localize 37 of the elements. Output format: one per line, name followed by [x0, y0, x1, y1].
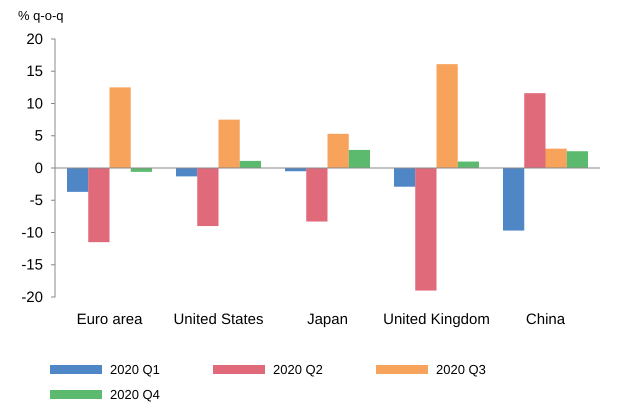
bar [197, 168, 218, 226]
y-tick-label: -5 [30, 192, 43, 210]
bar [328, 134, 349, 168]
y-tick-label: 5 [34, 128, 43, 145]
x-tick-label: United Kingdom [383, 311, 490, 328]
bar [348, 150, 370, 168]
bar [176, 168, 198, 176]
y-tick-label: -20 [21, 288, 43, 306]
x-tick-label: China [526, 311, 566, 328]
y-tick-label: 15 [26, 63, 43, 80]
legend-label: 2020 Q4 [110, 387, 160, 402]
bar [240, 160, 262, 168]
bar [546, 148, 567, 168]
bar [436, 64, 458, 168]
y-tick-label: -10 [21, 224, 43, 242]
x-tick-label: United States [173, 311, 264, 328]
y-tick-label: 20 [26, 30, 43, 48]
legend-label: 2020 Q3 [436, 362, 486, 377]
x-tick-label: Euro area [76, 311, 144, 328]
legend-label: 2020 Q1 [110, 362, 160, 377]
bar [566, 151, 588, 168]
y-tick-label: 0 [34, 160, 43, 177]
bar [110, 87, 131, 168]
bar [88, 168, 110, 242]
bar [218, 120, 240, 168]
y-tick-label: -15 [21, 256, 43, 274]
bar [306, 168, 328, 222]
y-axis-title: % q-o-q [18, 8, 64, 23]
y-tick-label: 10 [26, 95, 43, 112]
bar [394, 168, 416, 187]
bar [415, 168, 436, 291]
bar [502, 168, 524, 231]
bar [458, 162, 480, 168]
bar [66, 168, 88, 192]
bar [524, 93, 546, 168]
x-tick-label: Japan [307, 311, 348, 328]
legend-label: 2020 Q2 [273, 362, 323, 377]
